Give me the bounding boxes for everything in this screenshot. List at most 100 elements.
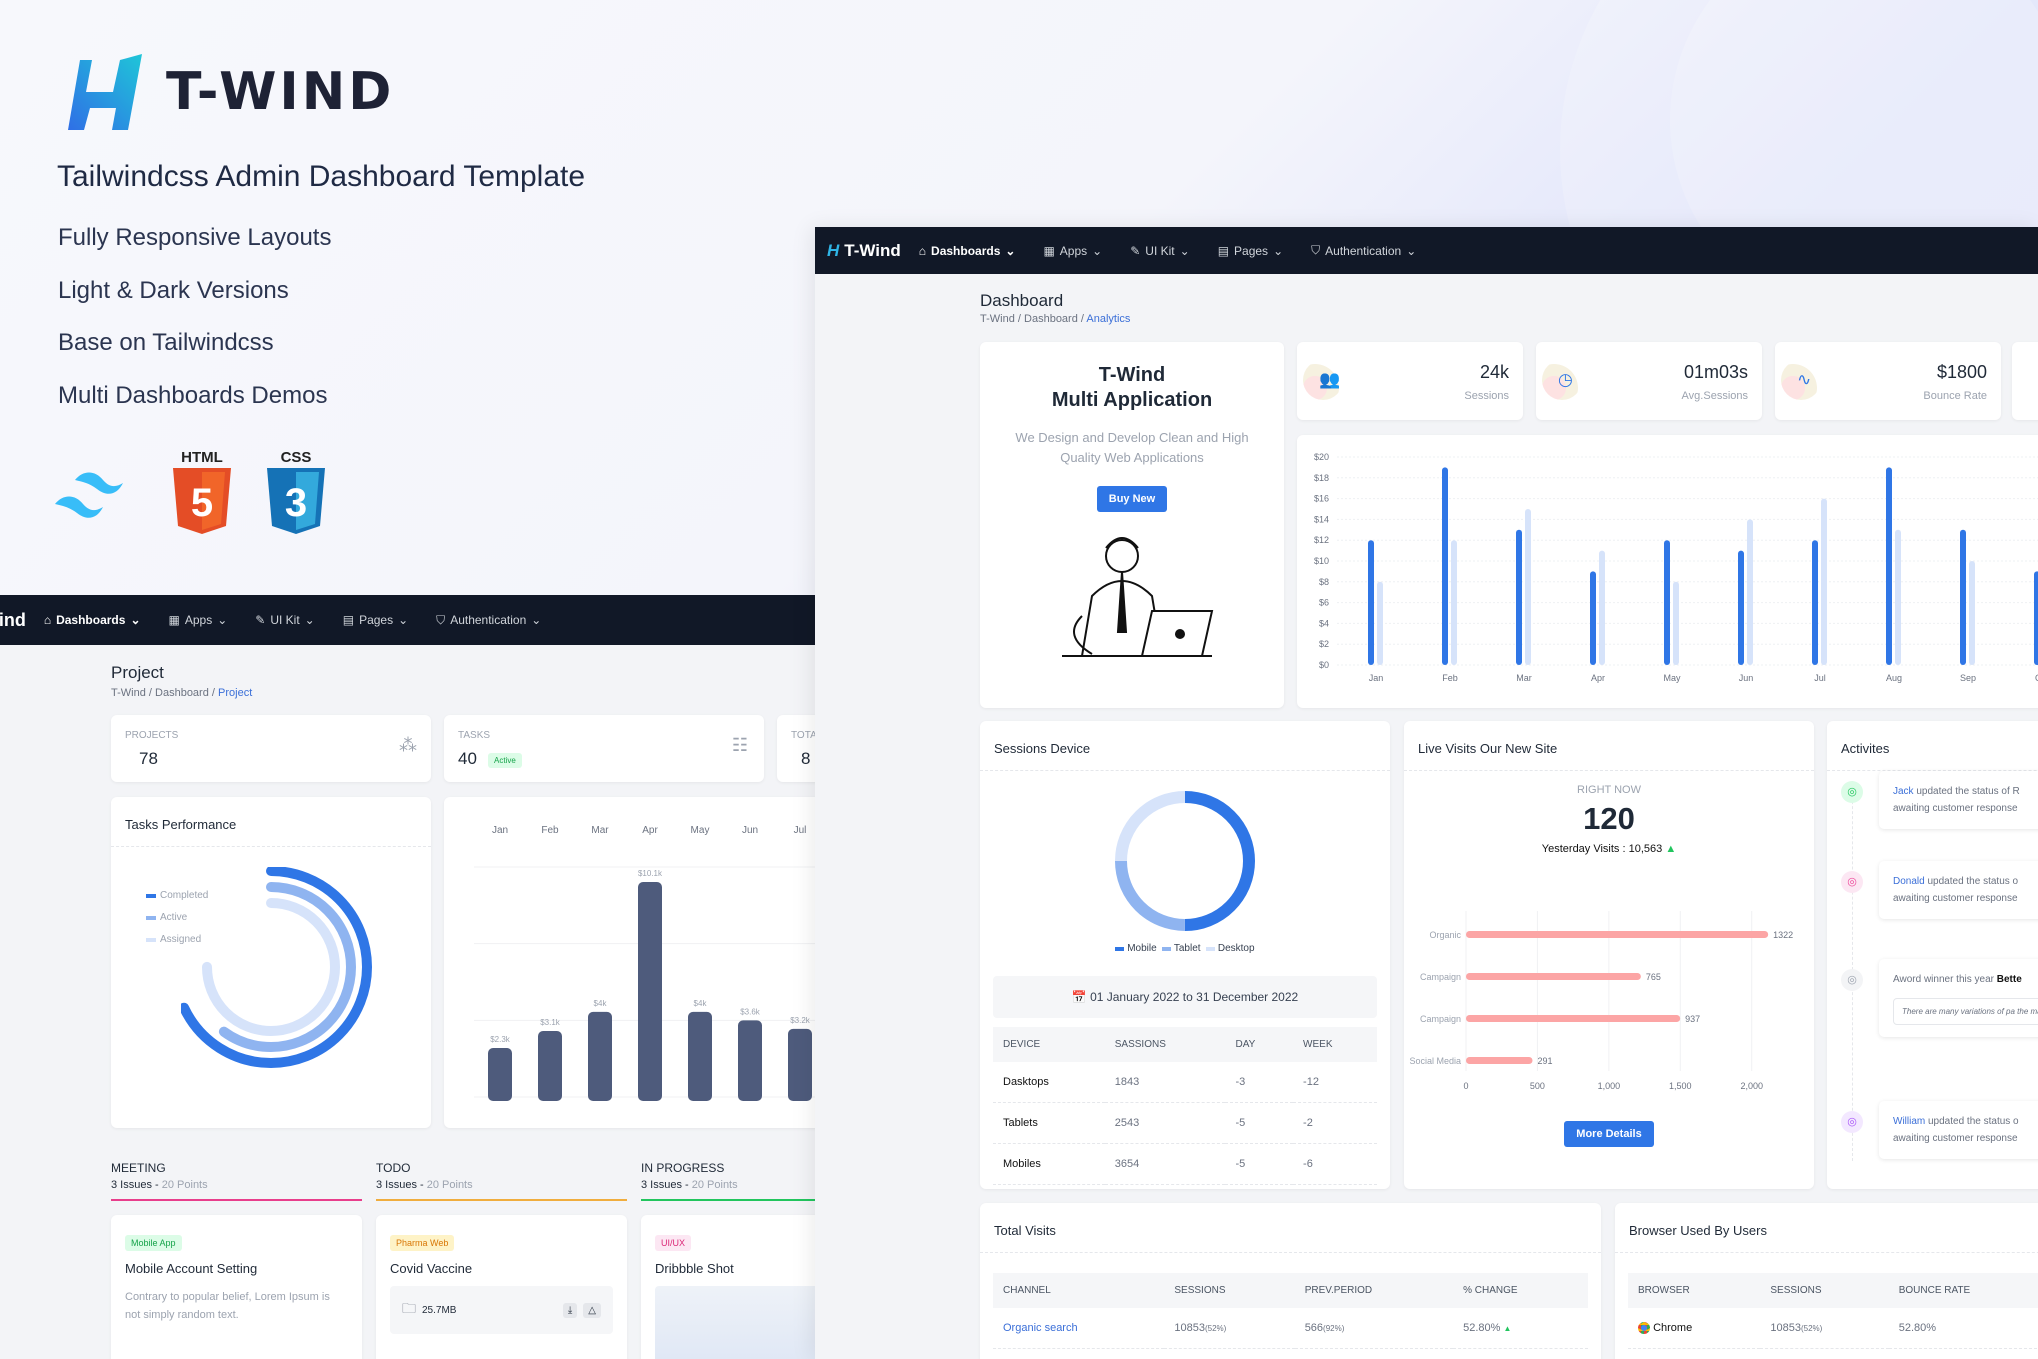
decor-blob — [1781, 360, 1821, 400]
nav-pages[interactable]: ▤ Pages ⌄ — [342, 613, 409, 627]
data-label: 291 — [1538, 1056, 1553, 1066]
x-tick-label: 2,000 — [1740, 1081, 1763, 1091]
bar — [1451, 540, 1457, 665]
card-title: Sessions Device — [980, 721, 1390, 771]
data-label: $2.3k — [490, 1035, 511, 1044]
breadcrumb-item[interactable]: T-Wind — [111, 687, 146, 699]
buy-now-button[interactable]: Buy New — [1096, 486, 1168, 512]
nav-authentication[interactable]: ⛉ Authentication ⌄ — [436, 612, 542, 628]
user-link[interactable]: Donald — [1893, 876, 1925, 887]
x-tick-label: Jan — [1369, 673, 1384, 683]
table-row: Mobiles 3654 -5 -6 — [993, 1143, 1377, 1185]
y-tick-label: $8 — [1319, 577, 1329, 587]
legend-item: Completed — [146, 885, 208, 907]
more-details-button[interactable]: More Details — [1564, 1121, 1654, 1147]
col-header: DEVICE — [993, 1027, 1105, 1062]
bar — [1377, 581, 1383, 665]
tag-badge: Pharma Web — [390, 1235, 455, 1251]
drive-icon[interactable]: △ — [583, 1302, 601, 1318]
y-tick-label: $20 — [1314, 452, 1329, 462]
bar — [1525, 509, 1531, 665]
legend-item: Tablet — [1162, 943, 1201, 954]
table-cell: 3654 — [1104, 1143, 1226, 1185]
activity-sub: awaiting customer response — [1893, 1133, 2018, 1144]
data-label: $3.1k — [540, 1018, 561, 1027]
bar — [1466, 1015, 1681, 1022]
activity-item: Jack updated the status of R awaiting cus… — [1879, 771, 2038, 829]
nav-ui-kit[interactable]: ✎ UI Kit ⌄ — [1130, 243, 1190, 258]
decor-blob — [1303, 360, 1343, 400]
stat-label: TASKS — [458, 730, 491, 741]
table-cell: -5 — [1225, 1143, 1294, 1185]
column-title: MEETING — [111, 1161, 166, 1175]
user-link[interactable]: William — [1893, 1116, 1926, 1127]
table-cell: -5 — [1225, 1102, 1294, 1144]
device-table: DEVICE SASSIONS DAY WEEK Dasktops 1843 -3 -12 Ta… — [993, 1027, 1377, 1185]
nav-pages[interactable]: ▤ Pages ⌄ — [1217, 243, 1284, 258]
x-tick-label: Aug — [1886, 673, 1902, 683]
browser-card: Browser Used By Users BROWSER SESSIONS BOU… — [1615, 1203, 2038, 1359]
bar — [1516, 529, 1522, 665]
col-header: SESSIONS — [1760, 1273, 1889, 1308]
y-tick-label: $4 — [1319, 618, 1329, 628]
nav-label: UI Kit — [1145, 243, 1175, 258]
card-title: Mobile Account Setting — [125, 1261, 258, 1276]
bar — [1969, 561, 1975, 665]
data-label: $3.6k — [740, 1007, 761, 1016]
chrome-icon — [1638, 1322, 1650, 1335]
x-tick-label: Apr — [1591, 673, 1605, 683]
stat-label: Sessions — [1464, 390, 1509, 402]
nav-authentication[interactable]: ⛉ Authentication ⌄ — [1311, 243, 1417, 258]
legend-label: Desktop — [1217, 943, 1255, 954]
nav-label: Dashboards — [56, 613, 126, 627]
bar — [1673, 581, 1679, 665]
issue-count: 3 Issues — [641, 1179, 682, 1191]
legend-label: Completed — [160, 890, 209, 901]
navbar: H T-Wind ⌂ Dashboards ⌄ ▦ Apps ⌄ ✎ UI Kit… — [815, 227, 2038, 274]
kanban-card[interactable]: Mobile App Mobile Account Setting Contrary… — [111, 1215, 362, 1359]
breadcrumb-item[interactable]: Dashboard — [1024, 313, 1078, 325]
nav-dashboards[interactable]: ⌂ Dashboards ⌄ — [918, 243, 1016, 258]
user-link[interactable]: Jack — [1893, 786, 1914, 797]
breadcrumb-item[interactable]: T-Wind — [980, 313, 1015, 325]
revenue-chart-card: $0 $2 $4 $6 $8 $10 $12 $14 $16 $18 $20 Jan Feb Mar Apr… — [1297, 435, 2038, 708]
stat-label: Bounce Rate — [1923, 390, 1987, 402]
svg-text:3: 3 — [285, 481, 307, 525]
col-header: % CHANGE — [1453, 1273, 1588, 1308]
nav-apps[interactable]: ▦ Apps ⌄ — [1043, 243, 1103, 258]
activity-sub: awaiting customer response — [1893, 803, 2018, 814]
nav-brand[interactable]: T-Wind — [0, 609, 26, 630]
y-tick-label: Campaign — [1420, 1014, 1461, 1024]
kanban-card[interactable]: Pharma Web Covid Vaccine 🗀 25.7MB ⤓ △ — [376, 1215, 627, 1359]
download-icon[interactable]: ⤓ — [562, 1302, 578, 1318]
channel-link[interactable]: Organic search — [1003, 1322, 1078, 1334]
legend-item: Desktop — [1206, 943, 1255, 954]
hero-description: We Design and Develop Clean and High Qua… — [1015, 430, 1249, 465]
kanban-card[interactable]: UI/UX Dribbble Shot — [641, 1215, 815, 1359]
nav-dashboards[interactable]: ⌂ Dashboards ⌄ — [43, 613, 141, 627]
bar — [788, 1028, 812, 1101]
nav-apps[interactable]: ▦ Apps ⌄ — [168, 613, 228, 627]
activity-icon: ∿ — [1797, 370, 1812, 389]
nav-label: Apps — [1059, 243, 1088, 258]
col-header: SESSIONS — [1164, 1273, 1295, 1308]
bar — [1664, 540, 1670, 665]
stat-value: 01m03s — [1683, 362, 1748, 382]
nav-ui-kit[interactable]: ✎ UI Kit ⌄ — [255, 613, 315, 627]
data-label: 765 — [1646, 972, 1661, 982]
activity-icon: ◎ — [1841, 871, 1863, 893]
breadcrumb-item[interactable]: Dashboard — [155, 687, 209, 699]
svg-text:5: 5 — [191, 481, 213, 525]
date-range[interactable]: 📅 01 January 2022 to 31 December 2022 — [993, 976, 1377, 1018]
table-cell: -2 — [1293, 1102, 1377, 1144]
stat-card-projects: PROJECTS 78 ⁂ — [111, 715, 431, 782]
nav-label: Pages — [359, 613, 394, 627]
y-tick-label: Organic — [1429, 930, 1461, 940]
col-header: SASSIONS — [1104, 1027, 1226, 1062]
x-tick-label: Jul — [794, 825, 807, 836]
y-tick-label: $12 — [1314, 535, 1329, 545]
nav-brand[interactable]: H T-Wind — [827, 240, 901, 260]
table-cell: 2543 — [1104, 1102, 1226, 1144]
col-header: CHANNEL — [993, 1273, 1165, 1308]
x-tick-label: Feb — [541, 825, 559, 836]
